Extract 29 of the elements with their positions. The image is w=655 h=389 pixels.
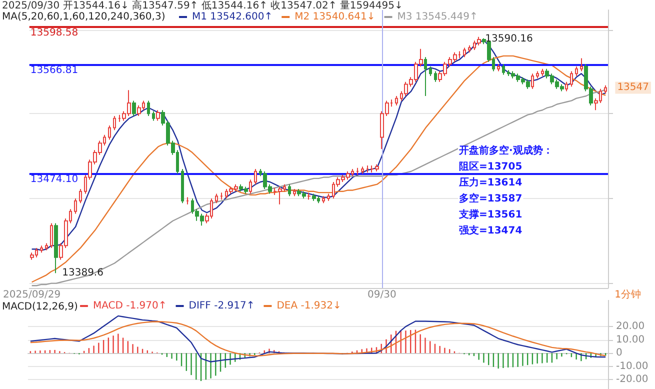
y-tick-label: -10.00 [616, 360, 648, 372]
annotation: 阻区=13705 [459, 160, 522, 172]
annotation: 13590.16 [485, 33, 533, 44]
chart-title: 2025/09/30 开13544.16↓ 高13547.59↑ 低13544.16↑ 收13547.02↑ 量1594495↓ [2, 0, 403, 12]
legend-label: M3 13545.449↑ [397, 12, 478, 22]
legend-label: M2 13540.641↓ [294, 12, 376, 22]
annotation: 多空=13587 [459, 192, 522, 204]
text: 13547 [617, 82, 649, 94]
legend-label: MACD -1.970↑ [93, 300, 167, 312]
annotation: 开盘前多空·观成势： [458, 144, 553, 156]
ref-line-label: 13474.10 [30, 174, 78, 186]
annotation: 压力=13614 [458, 176, 522, 188]
legend-title: MA(5,20,60,1,60,120,240,360,3) [2, 12, 166, 22]
legend-title: MACD(12,26,9) [2, 302, 78, 312]
y-tick-label: 0 [616, 348, 622, 359]
y-tick-label: -20.00 [616, 374, 648, 386]
legend-label: DIFF -2.917↑ [188, 300, 255, 312]
x-axis-title: 1分钟 [614, 288, 642, 300]
legend-label: M1 13542.600↑ [192, 12, 273, 22]
ref-line-label: 13566.81 [30, 64, 78, 76]
annotation: 支撑=13561 [458, 208, 522, 220]
annotation: 13389.6 [62, 268, 104, 279]
annotation: 强支=13474 [459, 224, 522, 236]
ref-line-label: 13598.58 [30, 27, 78, 38]
y-tick-label: 20.00 [616, 321, 645, 332]
legend-label: DEA -1.932↓ [276, 300, 342, 312]
x-tick-label: 2025/09/29 [2, 290, 61, 300]
x-tick-label: 09/30 [367, 290, 396, 300]
y-tick-label: 10.00 [616, 334, 645, 346]
